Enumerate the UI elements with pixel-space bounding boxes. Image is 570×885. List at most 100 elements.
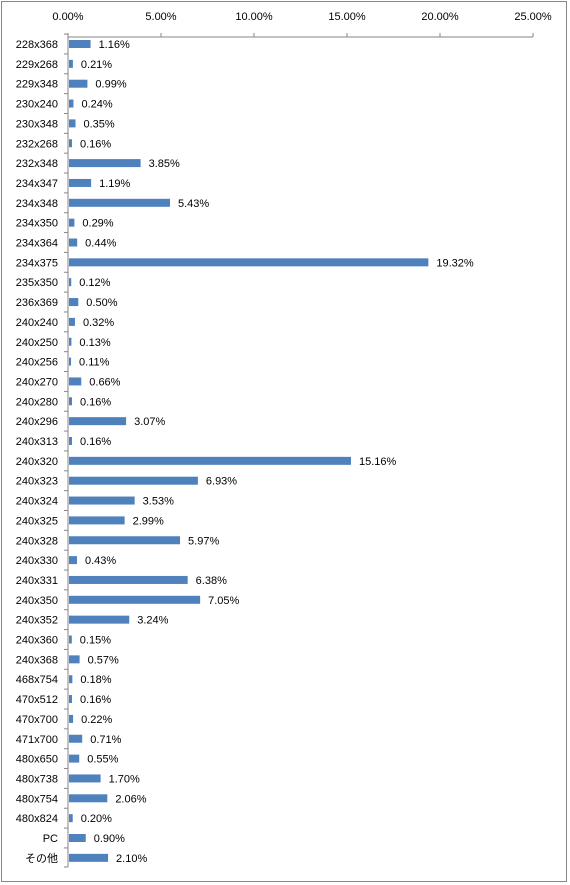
category-label: 234x350 — [16, 218, 58, 230]
data-label: 0.50% — [86, 297, 117, 309]
bar — [69, 139, 72, 148]
data-label: 0.15% — [80, 635, 111, 647]
category-label: 240x240 — [16, 317, 58, 329]
category-label: 234x364 — [16, 238, 58, 250]
category-label: 240x323 — [16, 476, 58, 488]
data-label: 3.85% — [149, 158, 180, 170]
data-label: 0.16% — [80, 138, 111, 150]
bar — [69, 595, 201, 604]
category-label: 234x375 — [16, 257, 58, 269]
data-label: 0.18% — [80, 674, 111, 686]
bar — [69, 417, 127, 426]
bar — [69, 357, 72, 366]
category-label: 240x320 — [16, 456, 58, 468]
y-axis: 228x368 229x268 229x348 230x240 230x348 232x2… — [16, 33, 69, 868]
category-label: 240x270 — [16, 376, 58, 388]
category-label: 232x268 — [16, 138, 58, 150]
bar — [69, 675, 73, 684]
bar — [69, 754, 80, 763]
category-label: 240x280 — [16, 396, 58, 408]
bar — [69, 437, 72, 445]
x-tick-label: 20.00% — [421, 11, 459, 23]
category-label: 480x738 — [16, 773, 58, 785]
data-label: 2.06% — [115, 793, 146, 805]
category-label: 240x368 — [16, 654, 58, 666]
bar — [69, 774, 101, 783]
bar — [69, 536, 181, 545]
bar — [69, 119, 76, 128]
category-label: 240x256 — [16, 357, 58, 369]
bar — [69, 794, 108, 803]
data-label: 0.57% — [88, 654, 119, 666]
data-label: 7.05% — [208, 595, 239, 607]
category-label: 229x268 — [16, 59, 58, 71]
data-label: 1.19% — [99, 178, 130, 190]
bar — [69, 159, 141, 168]
data-label: 0.66% — [89, 376, 120, 388]
bar — [69, 238, 78, 247]
bar — [69, 476, 198, 485]
bar — [69, 456, 351, 465]
bar — [69, 79, 88, 88]
data-label: 3.24% — [137, 615, 168, 627]
x-axis: 0.00% 5.00% 10.00% 15.00% 20.00% 25.00% — [52, 11, 552, 38]
data-label: 0.16% — [80, 694, 111, 706]
category-label: 471x700 — [16, 734, 58, 746]
category-label: 234x348 — [16, 198, 58, 210]
category-label: 480x824 — [16, 813, 58, 825]
bar — [69, 298, 79, 307]
data-label: 3.53% — [143, 496, 174, 508]
data-label: 0.16% — [80, 436, 111, 448]
data-label: 0.90% — [94, 833, 125, 845]
data-label: 15.16% — [359, 456, 397, 468]
category-label: PC — [43, 833, 58, 845]
x-tick-label: 15.00% — [328, 11, 366, 23]
data-label: 19.32% — [436, 257, 474, 269]
data-label: 0.71% — [90, 734, 121, 746]
category-label: 240x324 — [16, 496, 58, 508]
data-label: 0.29% — [82, 218, 113, 230]
x-tick-label: 5.00% — [145, 11, 176, 23]
data-label: 0.55% — [87, 754, 118, 766]
category-label: 468x754 — [16, 674, 58, 686]
bar — [69, 496, 135, 505]
x-tick-label: 10.00% — [235, 11, 273, 23]
category-label: 234x347 — [16, 178, 58, 190]
bar — [69, 258, 429, 267]
bar — [69, 278, 72, 287]
data-label: 0.24% — [81, 99, 112, 111]
data-label: 2.10% — [116, 853, 147, 865]
category-label: 240x331 — [16, 575, 58, 587]
data-label: 5.97% — [188, 535, 219, 547]
data-label: 0.21% — [81, 59, 112, 71]
data-label: 5.43% — [178, 198, 209, 210]
bar — [69, 814, 73, 823]
category-label: 240x325 — [16, 515, 58, 527]
category-label: 240x250 — [16, 337, 58, 349]
category-label: 240x360 — [16, 635, 58, 647]
data-label: 0.43% — [85, 555, 116, 567]
bar — [69, 734, 83, 743]
data-label: 0.20% — [81, 813, 112, 825]
bars: 1.16% 0.21% 0.99% 0.24% 0.35% 0.16% 3.85% 1.19%… — [69, 39, 474, 865]
category-label: 240x296 — [16, 416, 58, 428]
bar — [69, 178, 92, 187]
data-label: 6.93% — [206, 476, 237, 488]
data-label: 0.35% — [84, 118, 115, 130]
x-tick-label: 0.00% — [52, 11, 83, 23]
bar — [69, 40, 91, 48]
bar — [69, 655, 80, 664]
data-label: 0.99% — [95, 79, 126, 91]
bar — [69, 397, 72, 406]
category-label: 480x754 — [16, 793, 58, 805]
data-label: 0.12% — [79, 277, 110, 289]
data-label: 1.70% — [109, 773, 140, 785]
bar — [69, 714, 74, 723]
category-label: 236x369 — [16, 297, 58, 309]
bar — [69, 218, 75, 227]
category-label: 228x368 — [16, 39, 58, 51]
bar — [69, 99, 74, 108]
x-tick-label: 25.00% — [514, 11, 552, 23]
bar — [69, 575, 188, 584]
